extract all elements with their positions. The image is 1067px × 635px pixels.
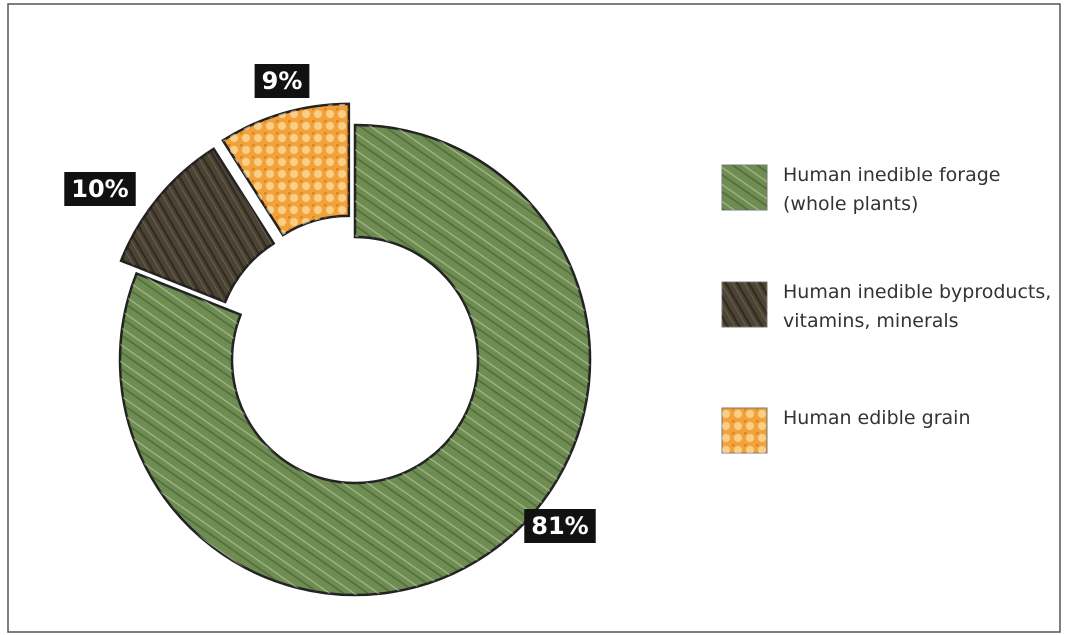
value-label: 10% — [71, 175, 128, 203]
legend-label: Human inedible forage (whole plants) — [783, 164, 1001, 215]
slice-group — [119, 147, 276, 304]
legend-swatch-texture — [722, 282, 767, 327]
slice-group — [118, 123, 592, 597]
value-label: 9% — [262, 67, 303, 95]
slice-group — [221, 102, 351, 237]
legend-label: Human edible grain — [783, 407, 971, 429]
value-label-box — [254, 64, 310, 98]
slice-texture — [222, 103, 349, 236]
value-label-box — [524, 509, 596, 543]
slice-texture — [120, 125, 590, 596]
legend-swatch-texture — [722, 408, 767, 453]
frame — [7, 3, 1061, 633]
legend-label: Human inedible byproducts, vitamins, min… — [783, 281, 1052, 332]
value-label: 81% — [531, 512, 588, 540]
legend-swatch-texture — [722, 165, 767, 210]
slice-texture — [121, 148, 274, 302]
value-label-box — [64, 172, 136, 206]
